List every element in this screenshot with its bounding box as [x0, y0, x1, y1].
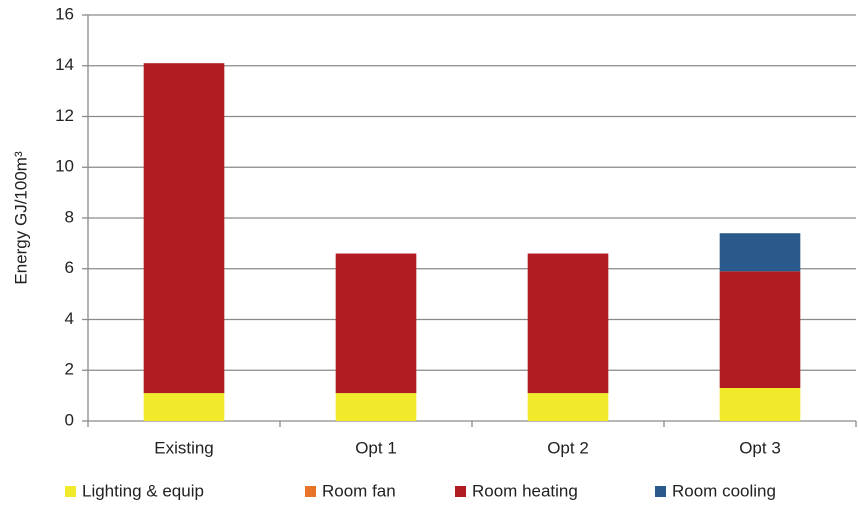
- y-tick-label: 14: [55, 55, 74, 74]
- legend-label: Lighting & equip: [82, 481, 204, 500]
- y-tick-label: 4: [65, 309, 74, 328]
- y-tick-label: 16: [55, 4, 74, 23]
- bar-segment: [143, 63, 225, 394]
- legend-swatch: [455, 486, 466, 497]
- y-tick-label: 8: [65, 207, 74, 226]
- bar-segment: [719, 271, 801, 389]
- x-tick-label: Opt 2: [547, 438, 589, 457]
- bar-segment: [719, 388, 801, 421]
- legend-swatch: [655, 486, 666, 497]
- legend-swatch: [65, 486, 76, 497]
- x-tick-label: Existing: [154, 438, 214, 457]
- y-tick-label: 2: [65, 360, 74, 379]
- y-tick-label: 6: [65, 258, 74, 277]
- legend-label: Room cooling: [672, 481, 776, 500]
- legend-label: Room heating: [472, 481, 578, 500]
- y-axis-label: Energy GJ/100m³: [11, 151, 30, 285]
- y-tick-label: 0: [65, 410, 74, 429]
- y-tick-label: 12: [55, 106, 74, 125]
- legend-label: Room fan: [322, 481, 396, 500]
- x-tick-label: Opt 1: [355, 438, 397, 457]
- bar-segment: [335, 253, 417, 394]
- bar-segment: [719, 233, 801, 272]
- y-tick-label: 10: [55, 157, 74, 176]
- x-tick-label: Opt 3: [739, 438, 781, 457]
- bar-segment: [335, 393, 417, 421]
- legend-swatch: [305, 486, 316, 497]
- bar-segment: [143, 393, 225, 421]
- bar-segment: [527, 253, 609, 394]
- bar-segment: [527, 393, 609, 421]
